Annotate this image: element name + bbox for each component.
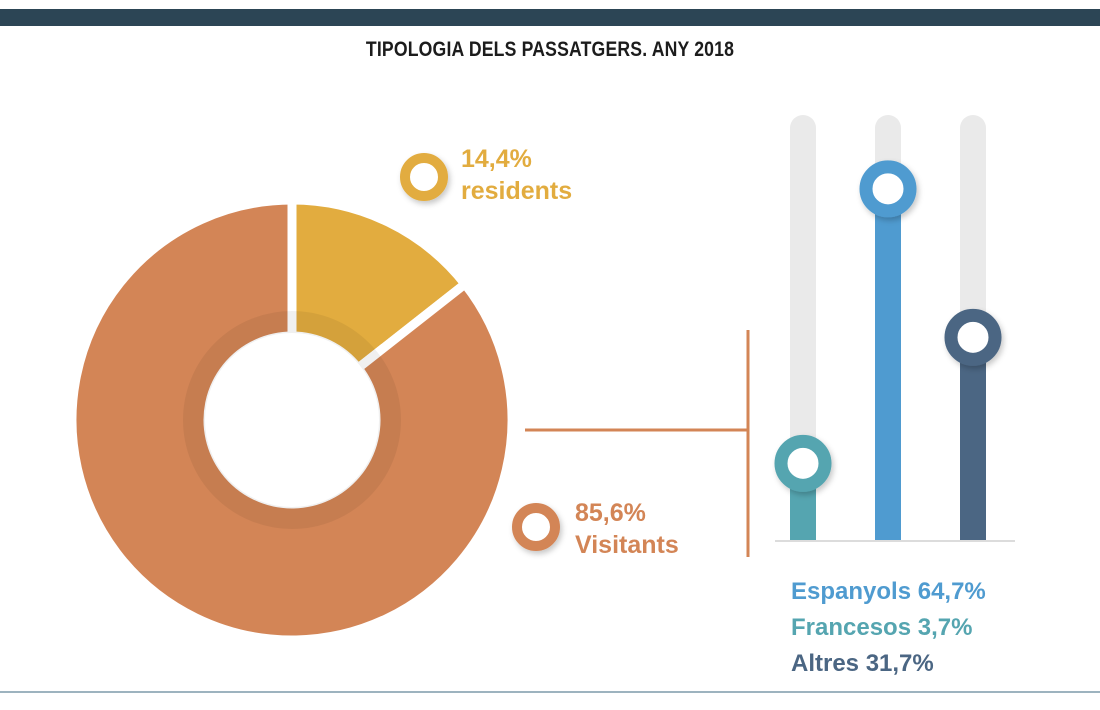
bottom-rule [0, 691, 1100, 693]
visitants-name: Visitants [575, 531, 679, 559]
bar-marker-francesos [774, 434, 832, 492]
bar-marker-espanyols [859, 160, 917, 218]
bar-chart [774, 115, 1015, 542]
chart-title: TIPOLOGIA DELS PASSATGERS. ANY 2018 [365, 38, 735, 61]
visitants-marker-ring [512, 503, 560, 551]
bar-marker-altres [944, 308, 1002, 366]
residents-marker-ring [400, 153, 448, 201]
donut-slice-visitants [67, 195, 517, 645]
donut-chart [67, 153, 560, 645]
donut-hole-shadow [183, 311, 401, 529]
bar-altres [960, 337, 986, 540]
connector-lines [525, 330, 750, 557]
bar-espanyols [875, 188, 901, 540]
donut-hole [208, 336, 376, 504]
visitants-pct: 85,6% [575, 499, 646, 527]
legend-espanyols: Espanyols 64,7% [791, 578, 986, 605]
visitants-label: 85,6% Visitants [575, 497, 679, 561]
legend-francesos: Francesos 3,7% [791, 614, 973, 641]
bar-track-francesos [790, 115, 816, 540]
residents-name: residents [461, 177, 573, 205]
residents-label: 14,4% residents [461, 143, 572, 207]
bar-legend: Espanyols 64,7% Francesos 3,7% Altres 31… [791, 574, 986, 682]
residents-pct: 14,4% [461, 145, 532, 173]
legend-altres: Altres 31,7% [791, 650, 934, 677]
top-rule [0, 9, 1100, 26]
